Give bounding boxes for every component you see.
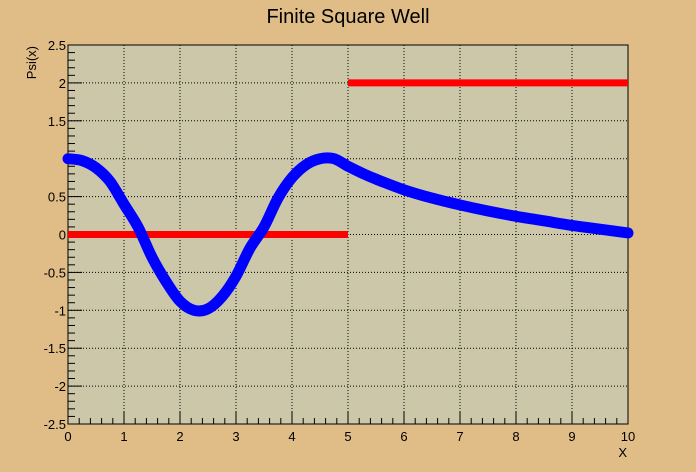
y-tick-label: 2.5 (48, 38, 66, 53)
y-tick-label: -1 (54, 303, 66, 318)
y-axis-title: Psi(x) (24, 46, 39, 79)
y-tick-label: 0.5 (48, 190, 66, 205)
y-tick-label: -1.5 (44, 341, 66, 356)
x-tick-label: 7 (456, 429, 463, 444)
x-tick-label: 1 (120, 429, 127, 444)
y-tick-labels: -2.5 -2 -1.5 -1 -0.5 0 0.5 1.5 2 2.5 (44, 38, 66, 432)
x-axis-title: X (618, 445, 627, 460)
x-tick-label: 6 (400, 429, 407, 444)
x-tick-label: 9 (568, 429, 575, 444)
y-tick-label: 0 (59, 228, 66, 243)
x-tick-label: 3 (232, 429, 239, 444)
y-tick-label: -0.5 (44, 265, 66, 280)
x-tick-labels: 0 1 2 3 4 5 6 7 8 9 10 (64, 429, 635, 444)
y-tick-label: 2 (59, 76, 66, 91)
x-tick-label: 2 (176, 429, 183, 444)
x-tick-label: 10 (621, 429, 635, 444)
wavefunction-line (62, 152, 634, 317)
x-tick-label: 5 (344, 429, 351, 444)
axis-ticks (67, 44, 629, 425)
chart-title: Finite Square Well (266, 6, 429, 28)
y-tick-label: -2.5 (44, 417, 66, 432)
x-tick-label: 0 (64, 429, 71, 444)
y-tick-label: 1.5 (48, 114, 66, 129)
series-layer (62, 79, 634, 317)
x-tick-label: 4 (288, 429, 295, 444)
x-tick-label: 8 (512, 429, 519, 444)
y-tick-label: -2 (54, 379, 66, 394)
